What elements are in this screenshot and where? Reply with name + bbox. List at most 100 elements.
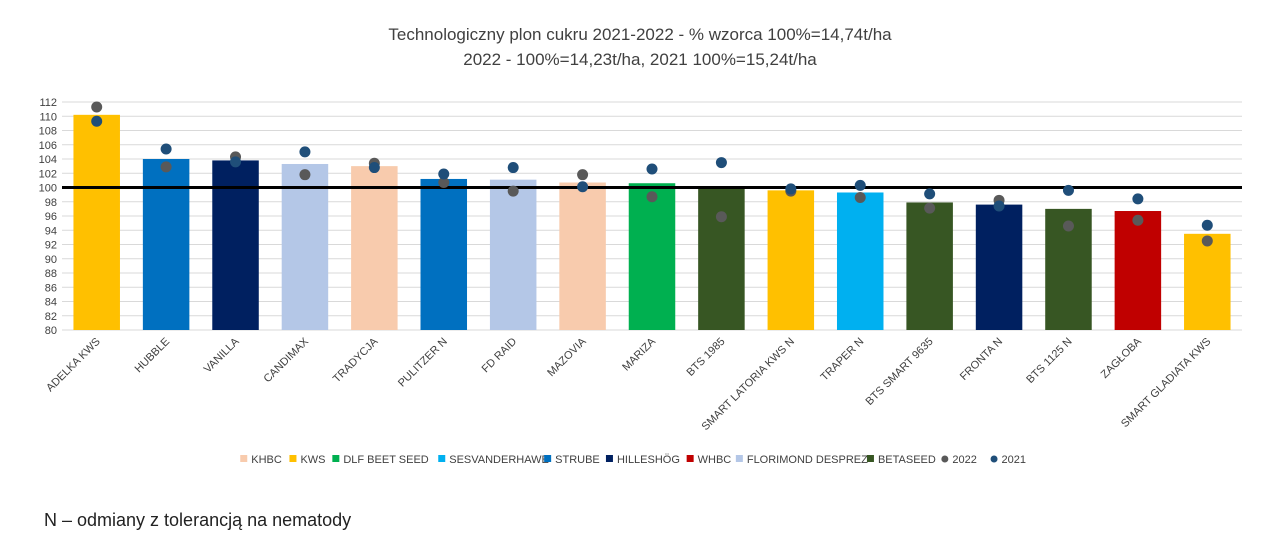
bar [420,178,468,330]
legend-label: KWS [300,454,325,466]
legend-label: WHBC [698,454,732,466]
bars [73,114,1231,330]
y-tick-label: 96 [45,211,57,223]
legend-label: BETASEED [878,454,936,466]
y-tick-label: 112 [39,97,57,109]
legend-label: KHBC [251,454,282,466]
point-2022 [1201,235,1213,247]
point-2021 [91,115,103,127]
point-2022 [438,177,450,189]
y-tick-label: 94 [45,225,57,237]
point-2022 [646,191,658,203]
legend: KHBC KWS DLF BEET SEED SESVANDERHAWE STRUBE H… [240,454,1026,466]
legend-label: 2022 [952,454,976,466]
legend-label: STRUBE [555,454,600,466]
bar [698,188,745,330]
x-tick-label: MARIZA [620,335,658,373]
point-2021 [715,157,727,169]
legend-label: HILLESHÖG [617,454,680,466]
point-2021 [854,179,866,191]
point-2021 [1201,219,1213,231]
x-tick-label: HUBBLE [133,336,173,376]
legend-swatch [332,455,340,462]
y-tick-label: 108 [39,126,57,138]
y-tick-label: 98 [45,197,57,209]
point-2022 [577,169,589,181]
bar [836,192,884,330]
point-2021 [160,143,172,155]
point-2022 [924,202,936,214]
y-tick-label: 100 [39,183,57,195]
point-2021 [993,200,1005,212]
point-2022 [507,185,519,197]
legend-label: SESVANDERHAWE [449,454,549,466]
point-2021 [368,162,380,174]
legend-marker [990,455,998,463]
point-2021 [785,183,797,195]
bar [73,114,120,330]
bar [212,160,259,330]
point-2022 [715,211,727,223]
x-tick-label: BTS SMART 9635 [864,336,936,408]
point-2022 [160,161,172,173]
legend-label: FLORIMOND DESPREZ [747,454,868,466]
legend-swatch [289,455,297,462]
y-tick-label: 92 [45,240,57,252]
x-tick-label: TRADYCJA [331,335,381,385]
point-2021 [577,181,589,193]
y-axis-ticks: 80 82 84 86 88 90 92 94 96 98 100 102 104 106 108 110 11… [39,97,57,337]
point-2022 [91,101,103,113]
bar [1114,211,1162,330]
footnote: N – odmiany z tolerancją na nematody [44,510,352,530]
chart-title-line1: Technologiczny plon cukru 2021-2022 - % … [388,25,892,44]
x-tick-label: PULITZER N [396,336,450,390]
chart-title-line2: 2022 - 100%=14,23t/ha, 2021 100%=15,24t/… [463,50,817,69]
x-tick-label: TRAPER N [819,336,867,384]
legend-swatch [240,455,248,462]
bar [1184,233,1231,330]
x-tick-label: BTS 1985 [684,336,727,379]
legend-label: DLF BEET SEED [343,454,428,466]
sugar-yield-chart: Technologiczny plon cukru 2021-2022 - % … [39,25,1242,466]
bar [142,159,190,330]
x-tick-label: BTS 1125 N [1024,336,1074,386]
point-2021 [507,162,519,174]
legend-label: 2021 [1002,454,1026,466]
x-tick-label: CANDIMAX [262,335,312,385]
data-points [91,101,1213,247]
legend-swatch [544,455,552,462]
bar [767,190,815,330]
x-tick-label: MAZOVIA [545,335,589,379]
y-tick-label: 82 [45,311,57,323]
point-2021 [299,146,311,158]
point-2021 [924,188,936,200]
bar [489,179,537,330]
point-2022 [1132,214,1144,226]
bar [975,204,1023,330]
bar [906,202,953,330]
point-2021 [646,163,658,175]
x-axis-labels: ADELKA KWS HUBBLE VANILLA CANDIMAX TRADYCJA P… [44,335,1213,433]
y-tick-label: 86 [45,282,57,294]
point-2021 [230,156,242,168]
legend-swatch [605,455,613,462]
legend-swatch [438,455,446,462]
y-tick-label: 110 [39,111,57,123]
x-tick-label: ADELKA KWS [44,336,103,395]
y-tick-label: 90 [45,254,57,266]
y-tick-label: 102 [39,168,57,180]
y-tick-label: 104 [39,154,57,166]
legend-swatch [735,455,743,462]
y-tick-label: 80 [45,325,57,337]
point-2021 [1062,184,1074,196]
x-tick-label: VANILLA [202,335,242,375]
y-tick-label: 106 [39,140,57,152]
legend-swatch [686,455,694,462]
y-tick-label: 84 [45,297,57,309]
bar [351,166,398,330]
point-2022 [1062,220,1074,232]
x-tick-label: FRONTA N [958,336,1005,383]
x-tick-label: FD RAID [480,336,520,376]
x-tick-label: ZAGŁOBA [1099,335,1145,381]
legend-marker [941,455,949,463]
